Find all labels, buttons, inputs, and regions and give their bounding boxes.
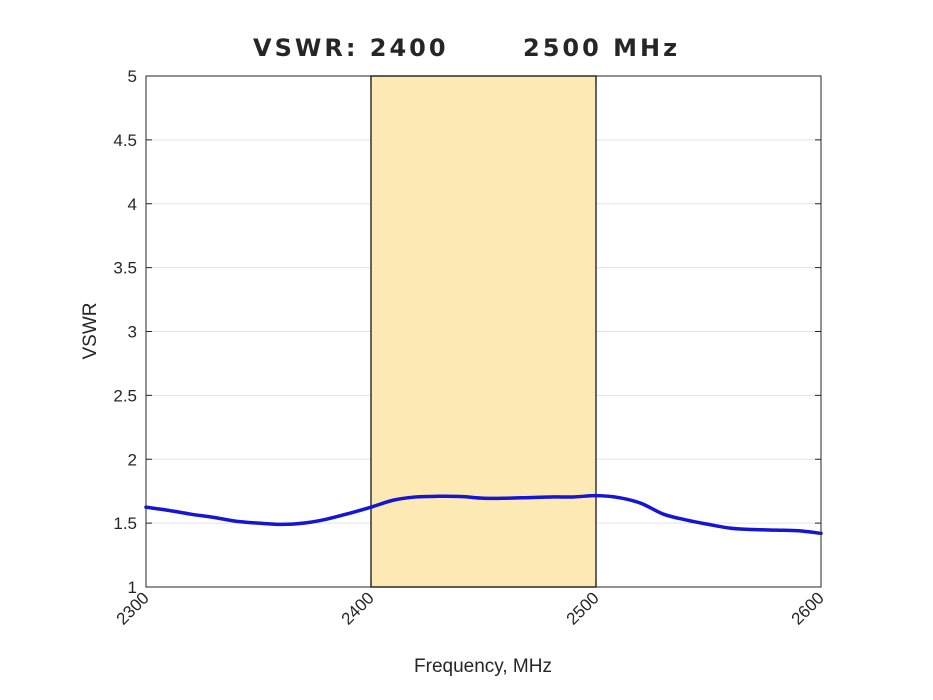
series-group: [144, 493, 823, 536]
x-tick-label: 2300: [113, 588, 153, 628]
x-axis-label: Frequency, MHz: [414, 656, 552, 677]
y-tick-label: 1.5: [113, 514, 137, 533]
y-axis-label: VSWR: [80, 303, 101, 360]
x-tick-label: 2600: [788, 588, 828, 628]
vswr-series-line: [144, 493, 823, 536]
y-tick-label: 3: [128, 323, 137, 342]
y-tick-label: 3.5: [113, 259, 137, 278]
y-tick-label: 4.5: [113, 131, 137, 150]
y-tick-label: 2: [128, 450, 137, 469]
x-tick-label: 2400: [338, 588, 378, 628]
chart-title-part-1: VSWR: 2400: [253, 34, 449, 62]
chart-title-part-2: 2500 MHz: [523, 34, 680, 62]
y-axis-ticks: 1 1.5 2 2.5 3 3.5 4 4.5 5: [113, 67, 821, 597]
frequency-band-group: [370, 75, 597, 588]
y-tick-label: 4: [128, 195, 137, 214]
y-tick-label: 2.5: [113, 386, 137, 405]
y-tick-label: 5: [128, 67, 137, 86]
frequency-band-highlight: [370, 75, 597, 588]
y-tick-label: 1: [128, 578, 137, 597]
x-tick-label: 2500: [563, 588, 603, 628]
